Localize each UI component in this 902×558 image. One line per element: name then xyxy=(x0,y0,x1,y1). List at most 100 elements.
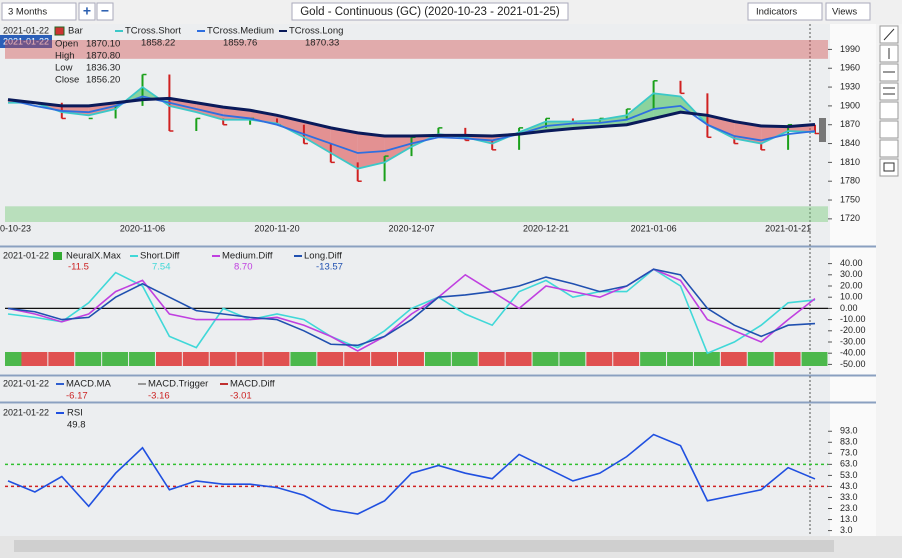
ohlc-value: 1836.30 xyxy=(86,63,120,74)
y-tick-label: 3.0 xyxy=(840,525,853,535)
cloud xyxy=(734,121,762,144)
signal-cell xyxy=(317,352,344,366)
signal-cell xyxy=(48,352,75,366)
signal-cell xyxy=(102,352,129,366)
legend-name: MACD.Trigger xyxy=(148,379,208,390)
y-tick-label: 83.0 xyxy=(840,437,858,447)
ohlc-label: High xyxy=(55,51,75,62)
x-tick-label: 2020-10-23 xyxy=(0,223,31,233)
x-tick-label: 2020-11-20 xyxy=(254,223,299,233)
cloud xyxy=(303,121,331,153)
signal-cell xyxy=(640,352,667,366)
legend-name: NeuralX.Max xyxy=(66,251,121,262)
y-tick-label: 93.0 xyxy=(840,426,858,436)
signal-cell xyxy=(693,352,720,366)
y-tick-label: 1900 xyxy=(840,100,860,110)
legend-name: TCross.Short xyxy=(125,26,181,37)
legend-value: 49.8 xyxy=(67,420,86,431)
legend-value: -13.57 xyxy=(316,262,343,273)
ohlc-value: 1856.20 xyxy=(86,75,120,86)
diff-line xyxy=(7,268,816,347)
bar-icon xyxy=(54,26,65,36)
tool-column xyxy=(876,24,902,536)
x-tick-label: 2020-12-07 xyxy=(388,223,434,233)
y-tick-label: 40.00 xyxy=(840,258,863,268)
legend-value: -3.01 xyxy=(230,391,252,402)
scroll-handle[interactable] xyxy=(819,118,826,142)
y-tick-label: -30.00 xyxy=(840,336,866,346)
signal-cell xyxy=(236,352,263,366)
price-zone xyxy=(5,40,828,59)
y-tick-label: 0.00 xyxy=(840,303,858,313)
legend-value: -3.16 xyxy=(148,391,170,402)
ohlc-label: Open xyxy=(55,39,78,50)
title-box xyxy=(291,2,569,21)
x-tick-label: 2021-01-06 xyxy=(631,223,677,233)
signal-cell xyxy=(478,352,505,366)
value-axis-area xyxy=(830,24,876,536)
ohlc-value: 1870.10 xyxy=(86,39,120,50)
icon xyxy=(883,28,895,41)
y-tick-label: -20.00 xyxy=(840,325,866,335)
y-tick-label: 53.0 xyxy=(840,470,858,480)
views-button[interactable] xyxy=(825,2,871,21)
y-tick-label: 1750 xyxy=(840,194,860,204)
tool-fib[interactable] xyxy=(879,120,899,139)
signal-cell xyxy=(209,352,236,366)
signal-cell xyxy=(505,352,532,366)
legend-date: 2021-01-22 xyxy=(3,25,49,35)
legend-value: 1859.76 xyxy=(223,38,257,49)
tool-text[interactable] xyxy=(879,158,899,177)
cloud xyxy=(653,93,681,119)
y-tick-label: 1840 xyxy=(840,138,860,148)
scroll-thumb[interactable] xyxy=(14,540,834,552)
y-tick-label: -50.00 xyxy=(840,359,866,369)
y-tick-label: 20.00 xyxy=(840,280,863,290)
diff-line xyxy=(7,268,816,355)
legend-value: 7.54 xyxy=(152,262,171,273)
x-tick-label: 2021-01-21 xyxy=(765,223,811,233)
signal-cell xyxy=(747,352,774,366)
signal-cell xyxy=(801,352,828,366)
y-tick-label: 10.00 xyxy=(840,292,863,302)
rsi-line xyxy=(7,433,816,515)
signal-cell xyxy=(667,352,693,366)
tool-buttons xyxy=(879,25,899,177)
y-tick-label: 73.0 xyxy=(840,448,858,458)
views-text: Views xyxy=(832,7,857,18)
tool-rect[interactable] xyxy=(879,139,899,158)
indicators-button[interactable] xyxy=(747,2,823,21)
tcross-line xyxy=(7,96,816,138)
legend-value: -6.17 xyxy=(66,391,88,402)
y-tick-label: 30.00 xyxy=(840,269,863,279)
zoom-in-button[interactable] xyxy=(78,2,96,21)
y-tick-label: 23.0 xyxy=(840,503,858,513)
legend-name: TCross.Medium xyxy=(207,26,274,37)
signal-cell xyxy=(21,352,48,366)
period-select[interactable] xyxy=(1,2,77,21)
y-tick-label: 63.0 xyxy=(840,459,858,469)
signal-cell xyxy=(532,352,559,366)
y-tick-label: -10.00 xyxy=(840,314,866,324)
y-tick-label: 1960 xyxy=(840,63,860,73)
legend-date: 2021-01-22 xyxy=(3,250,49,260)
chart-title: Gold - Continuous (GC) (2020-10-23 - 202… xyxy=(300,6,560,18)
legend-name: RSI xyxy=(67,408,83,419)
y-tick-label: 1930 xyxy=(840,81,860,91)
diff-line xyxy=(7,268,816,352)
zoom-out-button[interactable] xyxy=(96,2,114,21)
tcross-line xyxy=(7,95,816,154)
bar-label: Bar xyxy=(68,26,83,37)
tool-brush[interactable] xyxy=(879,101,899,120)
signal-cell xyxy=(398,352,424,366)
rsi-panel xyxy=(0,404,830,536)
signal-cell xyxy=(424,352,451,366)
cloud xyxy=(384,136,412,163)
y-tick-label: -40.00 xyxy=(840,348,866,358)
date-box-text: 2021-01-22 xyxy=(3,36,49,46)
tool-lines[interactable] xyxy=(879,82,899,101)
signal-cell xyxy=(774,352,801,366)
x-tick-label: 2020-11-06 xyxy=(120,223,165,233)
legend-value: 1870.33 xyxy=(305,38,339,49)
